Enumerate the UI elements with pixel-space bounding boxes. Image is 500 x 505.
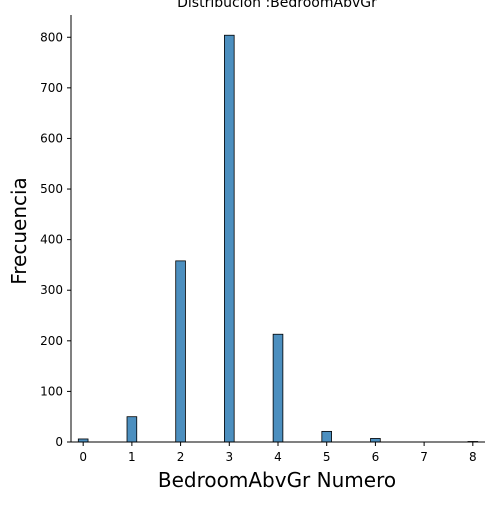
y-tick-label: 600 [40,131,63,145]
y-tick-label: 200 [40,334,63,348]
x-tick-label: 5 [323,450,331,464]
chart-title: Distribución :BedroomAbvGr [177,0,377,11]
y-tick-label: 400 [40,233,63,247]
x-axis-ticks: 0 1 2 3 4 5 6 7 8 [79,442,477,464]
histogram-bar [175,260,186,443]
x-tick-label: 7 [420,450,428,464]
y-tick-label: 700 [40,81,63,95]
x-tick-label: 1 [128,450,136,464]
x-axis-title: BedroomAbvGr Numero [158,468,396,492]
bars-group [77,34,479,443]
x-tick-label: 8 [469,450,477,464]
y-tick-label: 100 [40,384,63,398]
histogram-bar [224,34,235,443]
x-tick-label: 4 [274,450,282,464]
y-tick-label: 300 [40,283,63,297]
histogram-bar [126,416,138,443]
histogram-bar [272,333,284,443]
x-tick-label: 2 [177,450,185,464]
y-axis-title: Frecuencia [7,177,31,285]
x-tick-label: 0 [79,450,87,464]
y-tick-label: 500 [40,182,63,196]
y-tick-label: 0 [55,435,63,449]
x-tick-label: 3 [225,450,233,464]
histogram-bar [321,430,332,443]
x-tick-label: 6 [372,450,380,464]
histogram-bar [370,438,381,443]
y-tick-label: 800 [40,30,63,44]
y-axis-ticks: 0 100 200 300 400 500 600 700 800 [40,30,71,449]
